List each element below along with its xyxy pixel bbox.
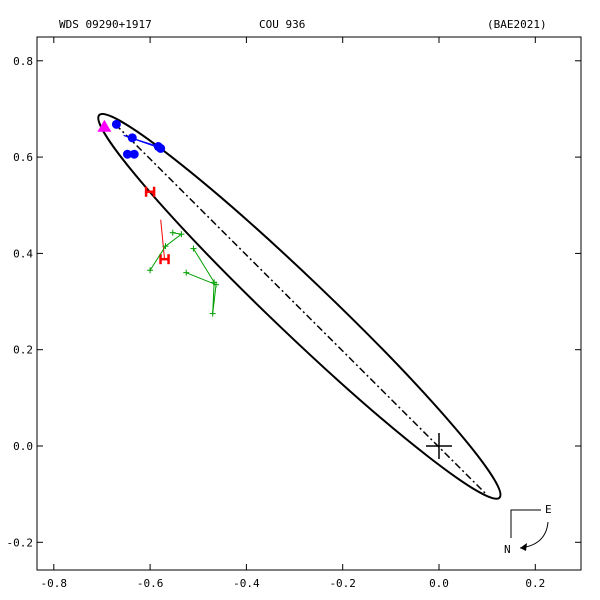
y-tick-label: 0.8 [13, 55, 33, 68]
hipparcos-point [159, 254, 170, 265]
compass-east-label: E [545, 503, 552, 516]
proper-motion-path [149, 232, 183, 271]
x-tick-label: -0.2 [329, 577, 356, 590]
compass-axes [510, 509, 541, 538]
y-tick-label: 0.2 [13, 344, 33, 357]
x-tick-label: 0.0 [429, 577, 449, 590]
x-tick-label: 0.2 [525, 577, 545, 590]
y-tick-label: 0.0 [13, 440, 33, 453]
micrometer-point [153, 142, 163, 152]
y-tick-label: 0.4 [13, 247, 33, 260]
hipparcos-point [144, 186, 156, 197]
x-tick-label: -0.8 [41, 577, 68, 590]
orbit-layer [97, 113, 502, 500]
y-tick-label: 0.6 [13, 151, 33, 164]
compass-arrowhead [520, 543, 527, 551]
plot-frame [36, 36, 582, 571]
micrometer-point [111, 119, 121, 129]
header-discoverer: COU 936 [259, 18, 305, 31]
observation-marks [97, 119, 220, 317]
header-reference: (BAE2021) [487, 18, 547, 31]
y-tick-label: -0.2 [7, 536, 34, 549]
line-of-nodes [114, 123, 488, 496]
speckle-point [97, 119, 112, 132]
hipparcos-residual [160, 219, 166, 260]
x-tick-label: -0.6 [137, 577, 164, 590]
micrometer-residual [123, 134, 159, 147]
orbit-ellipse [97, 113, 502, 500]
compass-north-label: N [504, 543, 511, 556]
compass-indicator: E N [504, 503, 552, 556]
header-wds: WDS 09290+1917 [59, 18, 152, 31]
micrometer-point [129, 149, 139, 159]
axis-ticks: -0.8 -0.6 -0.4 -0.2 0.0 0.2 -0.2 0.0 0.2 0.4 0.6 0.… [7, 37, 581, 590]
x-tick-label: -0.4 [233, 577, 260, 590]
